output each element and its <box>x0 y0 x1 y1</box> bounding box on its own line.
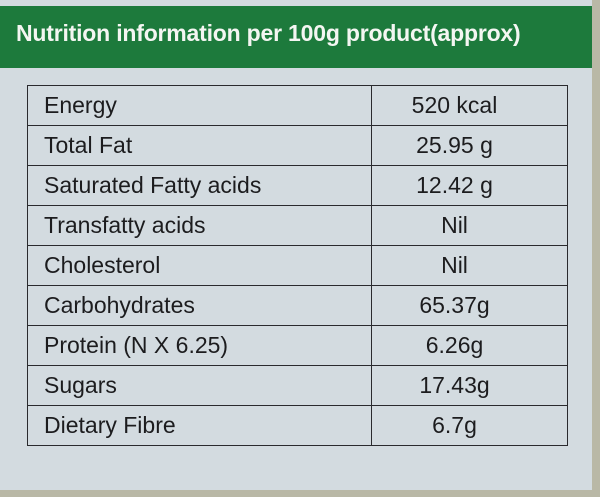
nutrient-name: Protein (N X 6.25) <box>27 325 372 366</box>
nutrient-amount: 520 kcal <box>371 85 568 126</box>
nutrient-amount: 25.95 g <box>371 125 568 166</box>
table-row: Total Fat 25.95 g <box>27 125 568 166</box>
nutrient-amount: 17.43g <box>371 365 568 406</box>
table-row: Carbohydrates 65.37g <box>27 285 568 326</box>
nutrient-name: Total Fat <box>27 125 372 166</box>
nutrient-amount: 65.37g <box>371 285 568 326</box>
nutrient-name: Energy <box>27 85 372 126</box>
nutrient-name: Sugars <box>27 365 372 406</box>
nutrient-amount: 6.26g <box>371 325 568 366</box>
nutrient-amount: 6.7g <box>371 405 568 446</box>
nutrient-name: Cholesterol <box>27 245 372 286</box>
table-row: Sugars 17.43g <box>27 365 568 406</box>
header-title: Nutrition information per 100g product(a… <box>16 20 521 46</box>
nutrient-amount: Nil <box>371 205 568 246</box>
table-row: Transfatty acids Nil <box>27 205 568 246</box>
nutrient-name: Carbohydrates <box>27 285 372 326</box>
table-row: Cholesterol Nil <box>27 245 568 286</box>
table-row: Dietary Fibre 6.7g <box>27 405 568 446</box>
nutrient-amount: Nil <box>371 245 568 286</box>
nutrient-name: Transfatty acids <box>27 205 372 246</box>
table-row: Protein (N X 6.25) 6.26g <box>27 325 568 366</box>
nutrient-amount: 12.42 g <box>371 165 568 206</box>
table-row: Energy 520 kcal <box>27 85 568 126</box>
nutrition-table: Energy 520 kcal Total Fat 25.95 g Saturated … <box>27 85 568 446</box>
label-panel: Nutrition information per 100g product(a… <box>0 0 592 490</box>
table-row: Saturated Fatty acids 12.42 g <box>27 165 568 206</box>
nutrient-name: Saturated Fatty acids <box>27 165 372 206</box>
header-band <box>0 6 592 68</box>
nutrient-name: Dietary Fibre <box>27 405 372 446</box>
